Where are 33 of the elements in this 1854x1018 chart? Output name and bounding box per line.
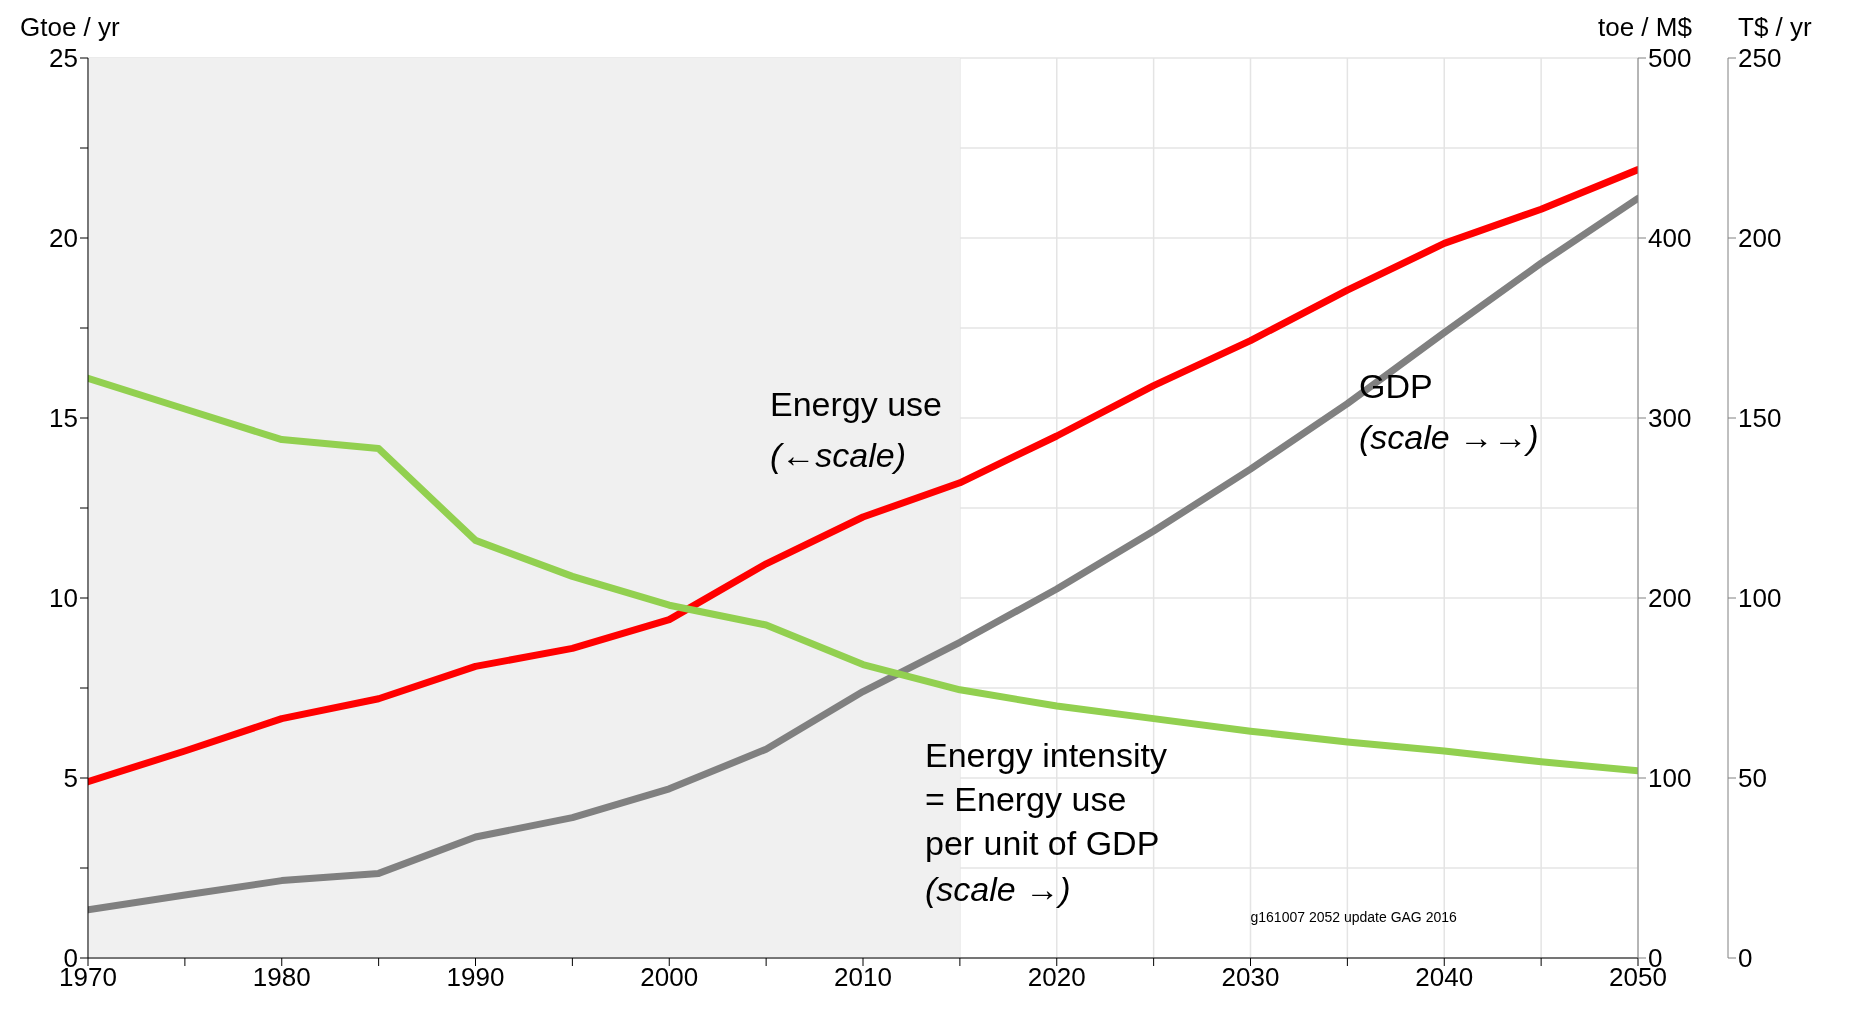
- y3-axis-title: T$ / yr: [1738, 12, 1812, 43]
- y3-tick-label: 0: [1738, 943, 1753, 974]
- y-tick-label: 25: [49, 43, 78, 74]
- x-tick-label: 1980: [252, 962, 311, 993]
- y2-tick-label: 400: [1648, 223, 1692, 254]
- x-tick-label: 2030: [1221, 962, 1280, 993]
- y2-tick-label: 200: [1648, 583, 1692, 614]
- y2-tick-label: 300: [1648, 403, 1692, 434]
- y3-tick-label: 100: [1738, 583, 1782, 614]
- y2-axis-title: toe / M$: [1598, 12, 1692, 43]
- x-tick-label: 2000: [640, 962, 699, 993]
- x-tick-label: 2040: [1415, 962, 1474, 993]
- y2-tick-label: 500: [1648, 43, 1692, 74]
- annotation: (scale →): [925, 869, 1071, 909]
- y-tick-label: 15: [49, 403, 78, 434]
- y-axis-title: Gtoe / yr: [20, 12, 120, 43]
- y-tick-label: 10: [49, 583, 78, 614]
- series-label: Energy intensity = Energy use per unit of GDP: [925, 735, 1167, 864]
- x-tick-label: 1990: [446, 962, 505, 993]
- y-tick-label: 5: [63, 763, 78, 794]
- series-label: Energy use: [770, 384, 942, 425]
- y2-tick-label: 100: [1648, 763, 1692, 794]
- x-tick-label: 2020: [1027, 962, 1086, 993]
- annotation: (←scale): [770, 436, 907, 475]
- annotation: (scale →→): [1359, 418, 1539, 457]
- y3-tick-label: 200: [1738, 223, 1782, 254]
- y-tick-label: 20: [49, 223, 78, 254]
- series-label: GDP: [1359, 366, 1433, 407]
- y3-tick-label: 50: [1738, 763, 1767, 794]
- x-tick-label: 2010: [834, 962, 892, 993]
- annotation: g161007 2052 update GAG 2016: [1250, 908, 1457, 925]
- y3-tick-label: 150: [1738, 403, 1782, 434]
- y3-tick-label: 250: [1738, 43, 1782, 74]
